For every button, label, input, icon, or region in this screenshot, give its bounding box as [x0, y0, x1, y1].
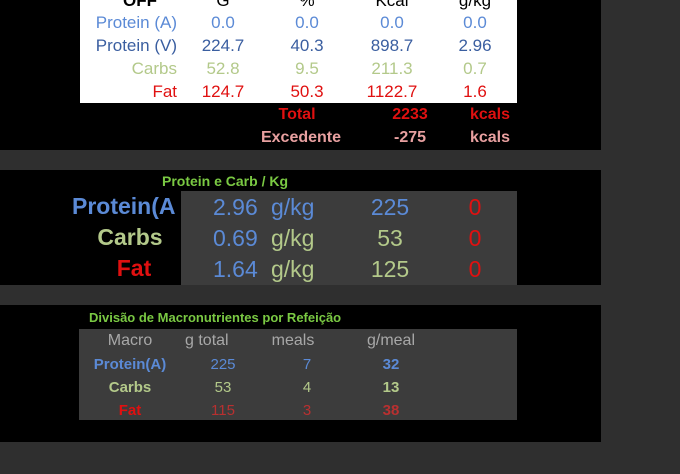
meals-header-gtotal: g total [185, 332, 229, 349]
row-g: 124.7 [201, 82, 245, 101]
excedente-label: Excedente [260, 129, 342, 146]
row-name-protein-v: Protein (V) [95, 36, 177, 55]
per-kg-unit: g/kg [271, 194, 315, 220]
per-kg-flag: 0 [468, 256, 482, 282]
meals-title: Divisão de Macronutrientes por Refeição [89, 310, 342, 325]
meals-row-total: 225 [210, 356, 236, 373]
row-gkg: 1.6 [463, 82, 487, 101]
header-g: G [216, 0, 230, 10]
total-unit: kcals [469, 106, 511, 123]
header-pct: % [299, 0, 315, 10]
row-g: 0.0 [211, 13, 235, 32]
per-kg-name-protein: Protein(A [72, 193, 176, 219]
meals-row-total: 53 [214, 379, 232, 396]
row-gkg: 0.7 [463, 59, 487, 78]
meals-name-panel [79, 329, 181, 420]
row-name-carbs: Carbs [131, 59, 177, 78]
per-kg-unit: g/kg [271, 225, 315, 251]
header-gkg: g/kg [458, 0, 492, 10]
per-kg-name-carbs: Carbs [97, 224, 163, 250]
meals-row-name-fat: Fat [118, 402, 142, 419]
total-value: 2233 [392, 106, 428, 123]
total-label: Total [278, 106, 316, 123]
excedente-value: -275 [393, 129, 427, 146]
meals-row-meals: 4 [302, 379, 312, 396]
header-kcal: Kcal [375, 0, 409, 10]
excedente-unit: kcals [469, 129, 511, 146]
meals-value-panel [181, 329, 517, 420]
header-off: OFF [123, 0, 157, 10]
meals-header-gmeal: g/meal [366, 332, 416, 349]
meals-header-macro: Macro [107, 332, 153, 349]
per-kg-kcal: 125 [370, 256, 410, 282]
per-kg-panel [181, 191, 517, 285]
row-kcal: 898.7 [370, 36, 414, 55]
per-kg-flag: 0 [468, 194, 482, 220]
per-kg-value: 1.64 [213, 256, 258, 282]
meals-row-name-carbs: Carbs [108, 379, 152, 396]
row-kcal: 1122.7 [366, 82, 418, 101]
per-kg-name-fat: Fat [116, 255, 152, 281]
per-kg-flag: 0 [468, 225, 482, 251]
row-name-protein-a: Protein (A) [95, 13, 177, 32]
row-pct: 9.5 [295, 59, 319, 78]
meals-row-per-meal: 38 [382, 402, 400, 419]
row-g: 52.8 [206, 59, 240, 78]
per-kg-title: Protein e Carb / Kg [161, 173, 289, 189]
macro-table [80, 0, 517, 103]
meals-row-meals: 7 [302, 356, 312, 373]
row-gkg: 0.0 [463, 13, 487, 32]
meals-row-per-meal: 13 [382, 379, 400, 396]
row-pct: 40.3 [290, 36, 324, 55]
row-g: 224.7 [201, 36, 245, 55]
row-gkg: 2.96 [458, 36, 492, 55]
row-kcal: 0.0 [380, 13, 404, 32]
row-pct: 50.3 [290, 82, 324, 101]
per-kg-kcal: 53 [377, 225, 403, 251]
row-kcal: 211.3 [371, 59, 413, 78]
meals-row-total: 115 [211, 402, 235, 419]
meals-row-per-meal: 32 [382, 356, 400, 373]
per-kg-value: 2.96 [213, 194, 258, 220]
row-name-fat: Fat [152, 82, 177, 101]
per-kg-unit: g/kg [271, 256, 315, 282]
per-kg-kcal: 225 [370, 194, 410, 220]
meals-row-name-protein: Protein(A) [93, 356, 167, 373]
per-kg-value: 0.69 [213, 225, 258, 251]
row-pct: 0.0 [295, 13, 319, 32]
meals-header-meals: meals [271, 332, 315, 349]
meals-row-meals: 3 [302, 402, 312, 419]
